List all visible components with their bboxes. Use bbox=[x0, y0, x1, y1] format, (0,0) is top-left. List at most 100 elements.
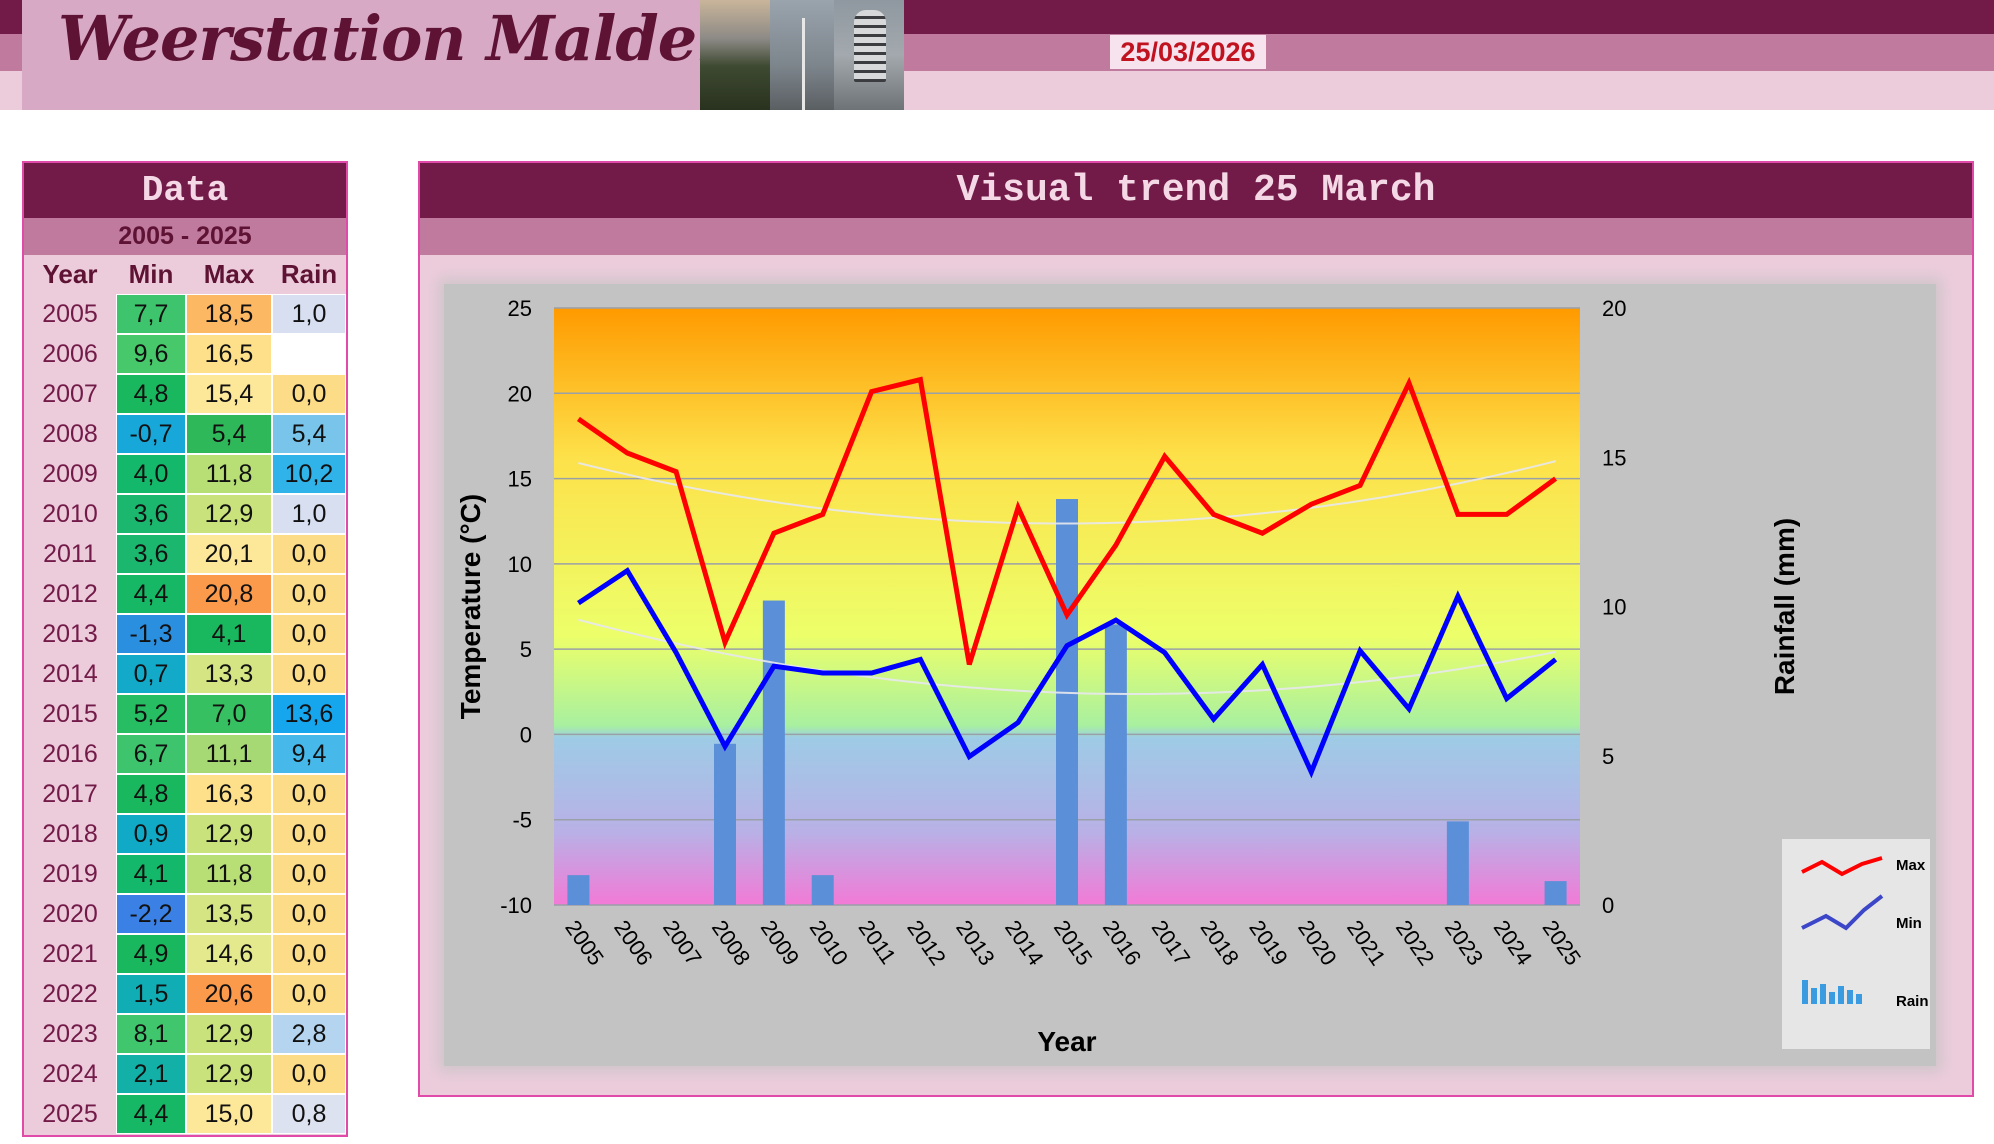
chart-panel-subheader bbox=[420, 218, 1972, 255]
x-tick-label: 2005 bbox=[560, 916, 609, 970]
rain-bar bbox=[811, 875, 834, 905]
x-tick-label: 2013 bbox=[951, 916, 1000, 970]
trendline-min bbox=[578, 618, 1556, 695]
legend-min-icon bbox=[1801, 894, 1884, 931]
trendline-max bbox=[578, 460, 1556, 525]
cell-year: 2016 bbox=[42, 740, 98, 768]
cell-year: 2024 bbox=[42, 1060, 98, 1088]
cell-year: 2020 bbox=[42, 900, 98, 928]
data-table-header: Year Min Max Rain bbox=[24, 255, 346, 294]
y-axis-label: Temperature (°C) bbox=[455, 494, 486, 719]
cell-year: 2006 bbox=[42, 340, 98, 368]
cell-max: 16,3 bbox=[186, 774, 272, 814]
cell-min: 4,8 bbox=[116, 774, 186, 814]
data-table-body: 2005 7,7 18,5 1,0 2006 9,6 16,5 2007 4,8 15,4 0,0 2… bbox=[24, 294, 346, 1134]
rain-bar bbox=[1056, 499, 1078, 905]
cell-min: 6,7 bbox=[116, 734, 186, 774]
legend-rain-icon-bar bbox=[1811, 988, 1817, 1004]
cell-max: 15,0 bbox=[186, 1094, 272, 1134]
cell-rain: 0,0 bbox=[272, 814, 346, 854]
table-row: 2005 7,7 18,5 1,0 bbox=[24, 294, 346, 334]
cell-rain: 0,0 bbox=[272, 654, 346, 694]
cell-year: 2022 bbox=[42, 980, 98, 1008]
table-row: 2017 4,8 16,3 0,0 bbox=[24, 774, 346, 814]
cell-max: 20,8 bbox=[186, 574, 272, 614]
cell-max: 7,0 bbox=[186, 694, 272, 734]
x-tick-label: 2022 bbox=[1391, 916, 1440, 970]
cell-rain: 0,8 bbox=[272, 1094, 346, 1134]
table-row: 2023 8,1 12,9 2,8 bbox=[24, 1014, 346, 1054]
table-row: 2016 6,7 11,1 9,4 bbox=[24, 734, 346, 774]
station-photo-landscape bbox=[700, 0, 770, 110]
table-row: 2013 -1,3 4,1 0,0 bbox=[24, 614, 346, 654]
cell-max: 20,1 bbox=[186, 534, 272, 574]
cell-min: 0,7 bbox=[116, 654, 186, 694]
cell-min: 4,8 bbox=[116, 374, 186, 414]
legend-label-rain: Rain bbox=[1896, 993, 1929, 1010]
cell-min: 4,0 bbox=[116, 454, 186, 494]
rain-bar bbox=[567, 875, 590, 905]
cell-max: 13,5 bbox=[186, 894, 272, 934]
table-row: 2009 4,0 11,8 10,2 bbox=[24, 454, 346, 494]
cell-rain: 5,4 bbox=[272, 414, 346, 454]
column-header-min: Min bbox=[128, 259, 174, 289]
x-tick-label: 2018 bbox=[1195, 916, 1244, 970]
cell-rain: 13,6 bbox=[272, 694, 346, 734]
cell-rain: 0,0 bbox=[272, 1054, 346, 1094]
x-tick-label: 2012 bbox=[902, 916, 951, 970]
x-axis-label: Year bbox=[1037, 1026, 1096, 1057]
cell-max: 13,3 bbox=[186, 654, 272, 694]
cell-min: -2,2 bbox=[116, 894, 186, 934]
cell-min: 4,4 bbox=[116, 574, 186, 614]
cell-min: 5,2 bbox=[116, 694, 186, 734]
column-header-max: Max bbox=[203, 259, 255, 289]
station-photo-mast bbox=[770, 0, 834, 110]
cell-min: -0,7 bbox=[116, 414, 186, 454]
legend-rain-icon-bar bbox=[1838, 986, 1844, 1004]
y2-tick-label: 20 bbox=[1602, 296, 1626, 321]
y2-tick-label: 5 bbox=[1602, 744, 1614, 769]
rain-bar bbox=[762, 600, 785, 905]
site-title: Weerstation Malderen bbox=[58, 2, 811, 75]
station-photo-sensor bbox=[834, 0, 904, 110]
table-row: 2022 1,5 20,6 0,0 bbox=[24, 974, 346, 1014]
table-row: 2019 4,1 11,8 0,0 bbox=[24, 854, 346, 894]
table-row: 2024 2,1 12,9 0,0 bbox=[24, 1054, 346, 1094]
cell-rain: 1,0 bbox=[272, 494, 346, 534]
table-row: 2025 4,4 15,0 0,8 bbox=[24, 1094, 346, 1134]
cell-year: 2025 bbox=[42, 1100, 98, 1128]
cell-year: 2021 bbox=[42, 940, 98, 968]
table-row: 2006 9,6 16,5 bbox=[24, 334, 346, 374]
cell-min: 3,6 bbox=[116, 534, 186, 574]
cell-rain: 1,0 bbox=[272, 294, 346, 334]
table-row: 2021 4,9 14,6 0,0 bbox=[24, 934, 346, 974]
cell-year: 2008 bbox=[42, 420, 98, 448]
cell-max: 20,6 bbox=[186, 974, 272, 1014]
cell-year: 2013 bbox=[42, 620, 98, 648]
line-max bbox=[576, 376, 1558, 666]
cell-rain: 0,0 bbox=[272, 934, 346, 974]
cell-year: 2005 bbox=[42, 300, 98, 328]
cell-max: 12,9 bbox=[186, 1054, 272, 1094]
cell-max: 4,1 bbox=[186, 614, 272, 654]
cell-min: 4,1 bbox=[116, 854, 186, 894]
cell-max: 14,6 bbox=[186, 934, 272, 974]
cell-max: 12,9 bbox=[186, 494, 272, 534]
current-date: 25/03/2026 bbox=[1110, 35, 1266, 69]
cell-min: 8,1 bbox=[116, 1014, 186, 1054]
cell-year: 2017 bbox=[42, 780, 98, 808]
cell-min: 3,6 bbox=[116, 494, 186, 534]
chart-legend: Max Min Rain bbox=[1782, 839, 1930, 1049]
y-tick-label: 5 bbox=[520, 637, 532, 662]
cell-min: 9,6 bbox=[116, 334, 186, 374]
data-table-range: 2005 - 2025 bbox=[24, 218, 346, 255]
cell-rain: 0,0 bbox=[272, 974, 346, 1014]
x-tick-label: 2009 bbox=[756, 916, 805, 970]
cell-rain: 10,2 bbox=[272, 454, 346, 494]
y-tick-label: 20 bbox=[508, 381, 532, 406]
y2-axis-label: Rainfall (mm) bbox=[1769, 518, 1800, 695]
column-header-year: Year bbox=[42, 259, 98, 289]
chart-panel: Visual trend 25 March -10 -5 0 5 10 15 20 25 0 5 1… bbox=[418, 161, 1974, 1097]
chart-panel-title: Visual trend 25 March bbox=[420, 163, 1972, 218]
logo[interactable]: Weerstation Malderen bbox=[22, 0, 811, 110]
